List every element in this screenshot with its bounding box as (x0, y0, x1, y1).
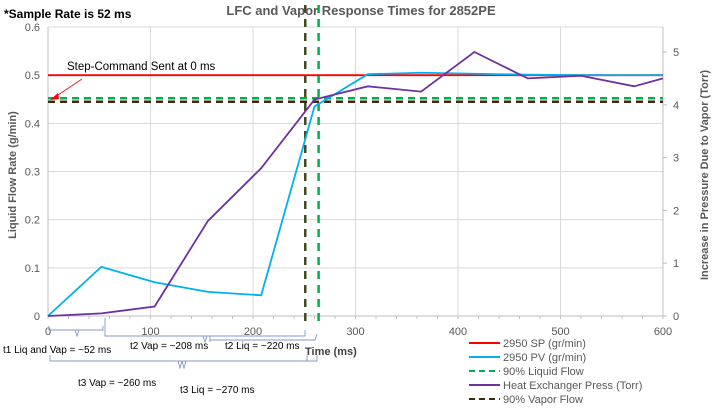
t2-liq-annotation: t2 Liq = ~220 ms (225, 341, 300, 352)
legend: 2950 SP (gr/min) 2950 PV (gr/min) 90% Liqu… (469, 338, 642, 406)
y2-tick-label: 0 (673, 311, 679, 323)
y-tick-label: 0.5 (25, 70, 40, 82)
legend-label: 90% Vapor Flow (503, 394, 583, 406)
series (47, 5, 664, 321)
x-axis-label: Time (ms) (305, 346, 357, 358)
x-tick-label: 600 (654, 326, 672, 338)
x-tick-label: 400 (449, 326, 467, 338)
pressure-line (47, 50, 664, 317)
axes: 00.10.20.30.40.50.60 100 200 300 400 500 60001… (25, 22, 679, 338)
t2-vap-annotation: t2 Vap = ~208 ms (130, 341, 208, 352)
y2-axis-label: Increase in Pressure Due to Vapor (Torr) (699, 70, 711, 280)
x-tick-label: 300 (346, 326, 364, 338)
step-command-annotation: Step-Command Sent at 0 ms (67, 61, 216, 73)
y2-tick-label: 4 (673, 100, 679, 112)
y-tick-label: 0.1 (25, 263, 40, 275)
t3-vap-annotation: t3 Vap = ~260 ms (78, 378, 156, 389)
y2-tick-label: 1 (673, 258, 679, 270)
y2-tick-label: 2 (673, 205, 679, 217)
x-tick-label: 500 (551, 326, 569, 338)
y2-tick-label: 5 (673, 47, 679, 59)
y2-tick-label: 3 (673, 153, 679, 165)
x-tick-label: 100 (141, 326, 159, 338)
x-tick-label: 0 (45, 326, 51, 338)
chart-title: LFC and Vapor Response Times for 2852PE (226, 3, 496, 18)
y-axis-label: Liquid Flow Rate (g/min) (7, 111, 19, 239)
y-tick-label: 0 (34, 311, 40, 323)
x-tick-label: 200 (244, 326, 262, 338)
y-tick-label: 0.4 (25, 118, 40, 130)
legend-label: Heat Exchanger Press (Torr) (503, 380, 642, 392)
annotations: Step-Command Sent at 0 ms t1 Liq and Vap … (3, 61, 318, 396)
legend-label: 2950 SP (gr/min) (503, 338, 586, 350)
t1-annotation: t1 Liq and Vap = ~52 ms (3, 345, 111, 356)
sample-rate-note: *Sample Rate is 52 ms (4, 7, 132, 21)
t3-liq-annotation: t3 Liq = ~270 ms (180, 385, 255, 396)
y-tick-label: 0.6 (25, 22, 40, 34)
legend-label: 90% Liquid Flow (503, 366, 584, 378)
y-tick-label: 0.3 (25, 167, 40, 179)
legend-label: 2950 PV (gr/min) (503, 352, 586, 364)
y-tick-label: 0.2 (25, 215, 40, 227)
